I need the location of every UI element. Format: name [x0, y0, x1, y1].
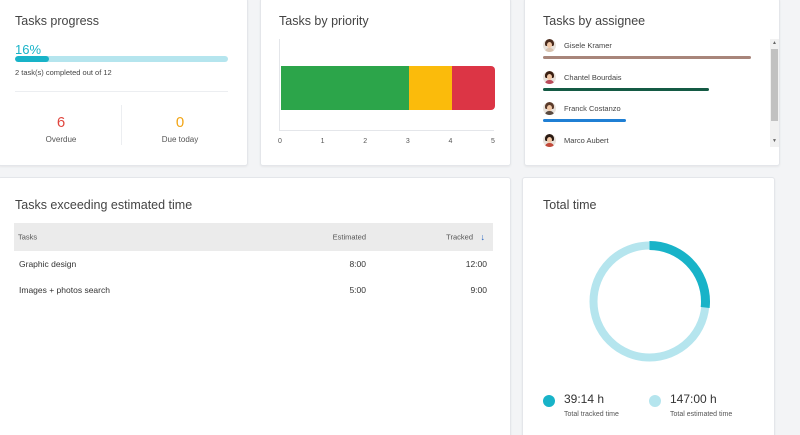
progress-bar-fill	[15, 56, 50, 62]
priority-bar-segment-2[interactable]	[409, 66, 452, 110]
column-header-estimated[interactable]: Estimated	[332, 232, 366, 242]
table-header: Tasks Estimated Tracked ↓	[14, 223, 493, 251]
progress-completed-text: 2 task(s) completed out of 12	[15, 68, 112, 77]
sort-descending-icon[interactable]: ↓	[480, 232, 486, 242]
priority-x-tick: 1	[320, 138, 325, 145]
assignee-name: Marco Aubert	[564, 136, 609, 145]
tasks-by-priority-card: Tasks by priority 0 1 2 3 4 5	[260, 0, 511, 166]
progress-percent: 16%	[15, 42, 42, 57]
assignee-name: Franck Costanzo	[564, 104, 621, 113]
tasks-exceeding-card: Tasks exceeding estimated time Tasks Est…	[0, 177, 511, 435]
table-body: Graphic design 8:00 12:00 Images + photos s…	[14, 251, 493, 303]
task-name-cell: Graphic design	[19, 259, 77, 269]
estimated-time-value: 147:00 h	[670, 392, 717, 406]
avatar	[543, 102, 556, 115]
avatar	[543, 39, 556, 52]
tracked-cell: 9:00	[470, 285, 487, 295]
total-time-card: Total time 39:14 h Total tracked time 14…	[522, 177, 775, 435]
divider	[15, 91, 228, 92]
avatar-face	[547, 42, 552, 48]
priority-chart-plot	[279, 39, 495, 131]
priority-x-tick: 2	[363, 138, 368, 145]
progress-bar	[15, 56, 228, 62]
assignee-bar	[543, 56, 751, 59]
donut-tracked-arc	[589, 241, 710, 362]
task-name-cell: Images + photos search	[19, 285, 110, 295]
column-header-tracked[interactable]: Tracked	[446, 232, 473, 242]
assignee-name: Gisele Kramer	[564, 41, 612, 50]
tasks-by-priority-title: Tasks by priority	[279, 14, 369, 28]
priority-stacked-bar	[281, 66, 495, 110]
assignee-bar	[543, 119, 626, 122]
priority-x-tick: 4	[448, 138, 453, 145]
tasks-progress-title: Tasks progress	[15, 14, 100, 28]
estimated-cell: 5:00	[349, 285, 366, 295]
overdue-stat[interactable]: 6 Overdue	[11, 114, 111, 144]
avatar-face	[547, 105, 552, 111]
priority-x-tick: 5	[491, 138, 495, 145]
estimated-time-label: Total estimated time	[670, 411, 733, 418]
assignee-name: Chantel Bourdais	[564, 73, 622, 82]
estimated-cell: 8:00	[349, 259, 366, 269]
legend-estimated-dot	[649, 395, 661, 407]
scroll-up-icon[interactable]: ▲	[772, 40, 777, 46]
avatar-body	[545, 143, 554, 147]
priority-x-axis: 0 1 2 3 4 5	[275, 138, 498, 148]
total-time-title: Total time	[543, 198, 597, 212]
tracked-time-label: Total tracked time	[564, 411, 619, 418]
due-today-count: 0	[175, 114, 185, 131]
tasks-exceeding-title: Tasks exceeding estimated time	[15, 198, 193, 212]
tasks-exceeding-table: Tasks Estimated Tracked ↓ Graphic design…	[14, 223, 493, 303]
table-row[interactable]: Graphic design 8:00 12:00	[14, 251, 493, 277]
overdue-count: 6	[56, 114, 66, 131]
tasks-by-assignee-card: Tasks by assignee Gisele Kramer Chantel B…	[524, 0, 780, 166]
total-time-donut	[589, 241, 710, 362]
tasks-progress-card: Tasks progress 16% 2 task(s) completed o…	[0, 0, 248, 166]
avatar-body	[545, 111, 554, 115]
scroll-down-icon[interactable]: ▼	[772, 138, 777, 144]
due-today-stat[interactable]: 0 Due today	[130, 114, 230, 144]
table-row[interactable]: Images + photos search 5:00 9:00	[14, 277, 493, 303]
avatar-body	[545, 80, 554, 84]
priority-x-tick: 3	[405, 138, 410, 145]
avatar-body	[545, 48, 554, 52]
avatar-face	[547, 137, 552, 143]
legend-tracked-dot	[543, 395, 555, 407]
tasks-by-assignee-title: Tasks by assignee	[543, 14, 646, 28]
priority-x-tick: 0	[278, 138, 282, 145]
avatar	[543, 71, 556, 84]
tracked-cell: 12:00	[465, 259, 487, 269]
priority-bar-segment-1[interactable]	[281, 66, 409, 110]
due-today-label: Due today	[161, 135, 199, 144]
tracked-time-value: 39:14 h	[564, 392, 605, 406]
priority-bar-segment-3[interactable]	[452, 66, 495, 110]
avatar	[543, 134, 556, 147]
scrollbar-thumb[interactable]	[771, 49, 778, 121]
avatar-face	[547, 74, 552, 80]
divider	[121, 105, 122, 145]
overdue-label: Overdue	[45, 135, 77, 144]
assignee-bar	[543, 88, 709, 91]
column-header-tasks[interactable]: Tasks	[18, 232, 38, 242]
